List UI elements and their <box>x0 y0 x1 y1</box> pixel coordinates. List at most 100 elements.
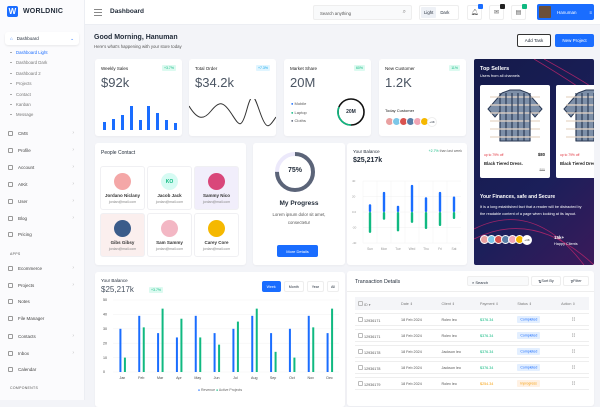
contact-name: Sammy Nico <box>202 193 230 198</box>
tab-month[interactable]: Month <box>283 281 304 292</box>
table-row[interactable]: 12936178 18 Feb 2024 Jackson leo $376.34 Com… <box>355 345 589 358</box>
transaction-date: 18 Feb 2024 <box>398 361 439 374</box>
row-actions-icon[interactable]: ⁞⁞ <box>558 329 589 342</box>
contact-card[interactable]: Sammy Nico jordan@mail.com <box>194 166 239 210</box>
table-row[interactable]: 12936179 18 Feb 2024 Rolex leo $254.34 Inpro… <box>355 377 589 390</box>
sidebar-item-file-manager[interactable]: File Manager <box>8 316 74 321</box>
sidebar-subitem[interactable]: Contact <box>10 92 31 97</box>
sidebar-item-contacts[interactable]: Contacts › <box>8 333 74 339</box>
user-profile-button[interactable]: Hanuman ≡ <box>537 4 594 20</box>
sidebar-item-calendar[interactable]: Calendar <box>8 367 74 372</box>
tab-year[interactable]: Year <box>306 281 324 292</box>
new-project-button[interactable]: New Project <box>555 34 594 47</box>
column-header-client[interactable]: Client ⇕ <box>438 297 478 310</box>
bar-negative <box>368 212 372 233</box>
nav-label: CMS <box>18 130 28 136</box>
chevron-right-icon: › <box>72 130 74 136</box>
row-actions-icon[interactable]: ⁞⁞ <box>558 361 589 374</box>
row-checkbox[interactable] <box>358 380 363 386</box>
sidebar-item-user[interactable]: User › <box>8 198 74 204</box>
total-order-card: Total Order +7.3% $34.2k <box>189 59 276 136</box>
contact-card[interactable]: Jordano Niclany jordan@mail.com <box>100 166 145 210</box>
column-header-action[interactable]: Action ⇕ <box>558 297 589 310</box>
nav-label: Ecommerce <box>18 265 43 271</box>
change-suffix: than last week <box>439 149 462 153</box>
calendar-icon[interactable]: ▤ <box>511 4 527 20</box>
add-task-button[interactable]: Add Task <box>517 34 551 47</box>
filter-button[interactable]: ⊽ Filter <box>563 276 589 286</box>
search-input[interactable]: Search anything ⌕ <box>313 5 412 20</box>
chevron-right-icon: › <box>72 164 74 170</box>
table-row[interactable]: 12936178 18 Feb 2024 Jackson leo $376.34 Com… <box>355 361 589 374</box>
row-checkbox[interactable] <box>358 316 363 322</box>
sidebar-item-cms[interactable]: CMS › <box>8 130 74 136</box>
sidebar-subitem[interactable]: Dashboard 2 <box>10 71 41 76</box>
section-label-components: COMPONENTS <box>10 386 39 390</box>
contact-card[interactable]: KO Jacob Jack jordan@mail.com <box>147 166 192 210</box>
column-header-payment[interactable]: Payment ⇕ <box>477 297 515 310</box>
select-all-checkbox[interactable] <box>358 300 363 306</box>
sidebar-subitem[interactable]: Projects <box>10 81 32 86</box>
x-tick-label: Sun <box>367 247 373 251</box>
sort-by-button[interactable]: ⇅ Sort By <box>531 276 561 286</box>
avatar <box>161 220 178 237</box>
column-header-id[interactable]: ID ▾ <box>355 297 399 310</box>
bar-revenue <box>251 315 254 372</box>
row-actions-icon[interactable]: ⁞⁞ <box>558 313 589 326</box>
sidebar-item-dashboard[interactable]: ⌂ Dashboard ⌄ <box>5 32 79 45</box>
row-checkbox[interactable] <box>358 364 363 370</box>
notification-bell-icon[interactable]: 🔔︎ <box>467 4 483 20</box>
more-details-button[interactable]: More Details <box>277 245 318 257</box>
donut-center-label: 20M <box>346 109 356 115</box>
contact-card[interactable]: Carey Core jordan@mail.com <box>194 213 239 257</box>
sidebar-subitem[interactable]: Kanban <box>10 102 31 107</box>
sidebar-item-pricing[interactable]: Pricing <box>8 232 74 237</box>
sidebar-subitem[interactable]: Dashboard Light <box>10 50 48 55</box>
dark-mode-button[interactable]: Dark <box>440 10 450 15</box>
sidebar-item-inbox[interactable]: Inbox › <box>8 350 74 356</box>
table-row[interactable]: 12936171 18 Feb 2024 Rolex leo $376.34 Compl… <box>355 329 589 342</box>
row-checkbox[interactable] <box>358 348 363 354</box>
transaction-id: 12936179 <box>364 382 381 387</box>
sidebar-item-profile[interactable]: Profile › <box>8 147 74 153</box>
menu-icon[interactable] <box>94 9 102 16</box>
sidebar-item-aikit[interactable]: AIKit › <box>8 181 74 187</box>
product-discount: up to 79% off <box>484 153 504 157</box>
avatar <box>208 173 225 190</box>
contact-card[interactable]: Gibs Gibsy jordan@mail.com <box>100 213 145 257</box>
nav-label: Blog <box>18 215 28 221</box>
transaction-search-input[interactable]: ⌕ Search <box>467 276 529 286</box>
bar-revenue <box>213 333 216 372</box>
nav-label: Contacts <box>18 333 36 339</box>
contact-card[interactable]: Sam Sammy jordan@mail.com <box>147 213 192 257</box>
light-mode-button[interactable]: Light <box>421 7 437 18</box>
sidebar-item-account[interactable]: Account › <box>8 164 74 170</box>
weekly-bar <box>111 118 115 130</box>
logo[interactable]: W WORLDNIC <box>7 6 64 17</box>
sidebar-item-ecommerce[interactable]: Ecommerce › <box>8 265 74 271</box>
transaction-date: 18 Feb 2024 <box>398 313 439 326</box>
tab-all[interactable]: All <box>327 281 339 292</box>
sidebar-item-notes[interactable]: Notes <box>8 299 74 304</box>
sidebar-item-blog[interactable]: Blog › <box>8 215 74 221</box>
sidebar-subitem[interactable]: Message <box>10 112 33 117</box>
tab-week[interactable]: Week <box>261 281 281 292</box>
row-checkbox[interactable] <box>358 332 363 338</box>
sidebar-subitem[interactable]: Dashboard Dark <box>10 60 47 65</box>
transaction-client: Jackson leo <box>438 361 478 374</box>
top-sellers-title: Top Sellers <box>480 66 510 72</box>
nav-icon <box>8 265 13 271</box>
row-actions-icon[interactable]: ⁞⁞ <box>558 377 589 390</box>
y-tick-label: 10 <box>103 356 107 360</box>
transaction-payment: $376.34 <box>477 345 515 358</box>
bar-negative <box>382 212 386 220</box>
column-header-status[interactable]: Status ⇕ <box>514 297 559 310</box>
mail-icon[interactable]: ✉ <box>489 4 505 20</box>
column-header-date[interactable]: Date ⇕ <box>398 297 439 310</box>
sidebar-item-projects[interactable]: Projects › <box>8 282 74 288</box>
balance-weekly-card: Your Balance $25,217k +2.7% than last we… <box>347 143 467 265</box>
row-actions-icon[interactable]: ⁞⁞ <box>558 345 589 358</box>
table-row[interactable]: 12936171 18 Feb 2024 Rolex leo $376.34 Compl… <box>355 313 589 326</box>
